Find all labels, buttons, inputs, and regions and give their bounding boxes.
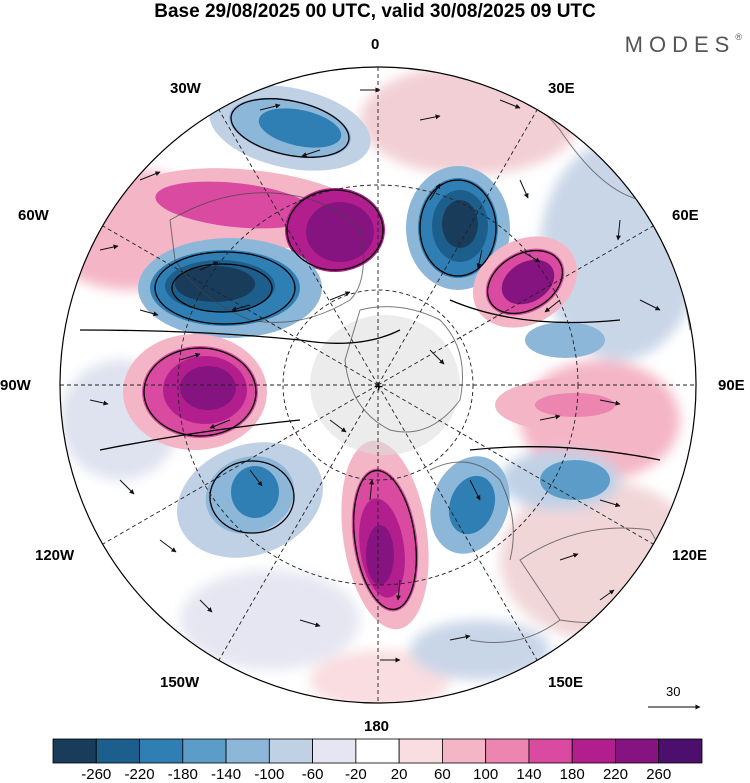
label-lon-0: 0: [371, 36, 380, 53]
label-lon-60e: 60E: [672, 207, 699, 224]
colorbar-tick-label: 60: [434, 766, 451, 783]
label-lon-120w: 120W: [35, 547, 75, 564]
pink-band-60w: [130, 168, 385, 272]
vector-scale-label: 30: [666, 684, 681, 699]
colorbar-swatch: [52, 738, 97, 764]
colorbar-tick-label: -260: [81, 766, 112, 783]
registered-mark: ®: [735, 32, 742, 42]
anomaly-field: +: [60, 67, 696, 703]
colorbar-tick-label: 180: [559, 766, 585, 783]
label-lon-120e: 120E: [672, 547, 708, 564]
blue-anomaly-120w: [177, 442, 323, 558]
contours: [79, 98, 661, 611]
colorbar-tick-label: -20: [345, 766, 367, 783]
label-lon-30w: 30W: [170, 80, 201, 97]
colorbar-tick-label: 100: [473, 766, 499, 783]
colorbar-tick-label: -140: [211, 766, 242, 783]
colorbar-swatch: [225, 738, 270, 764]
magenta-anomaly-90w: [123, 334, 267, 450]
colorbar-tick-label: -180: [167, 766, 198, 783]
label-lon-30e: 30E: [548, 80, 575, 97]
magenta-anomaly-180: [341, 440, 429, 630]
wind-vectors: [89, 87, 661, 663]
modes-logo: MODES®: [625, 32, 742, 58]
colorbar-swatch: [95, 738, 140, 764]
colorbar-tick-label: 20: [390, 766, 408, 783]
map-border: [59, 66, 697, 704]
colorbar-tick-label: -220: [124, 766, 155, 783]
brand-name: MODES: [624, 32, 736, 57]
pink-anomaly-90e: [495, 377, 665, 433]
colorbar-tick-label: 140: [516, 766, 542, 783]
colorbar-tick-label: -60: [301, 766, 324, 783]
colorbar-swatch: [182, 738, 227, 764]
colorbar-swatch: [139, 738, 184, 764]
pole-marker: +: [374, 379, 383, 396]
colorbar-tick-label: 260: [646, 766, 672, 783]
colorbar-swatch: [528, 738, 573, 764]
label-lon-180: 180: [364, 718, 390, 735]
colorbar-swatch: [571, 738, 616, 764]
label-lon-150w: 150W: [160, 674, 200, 691]
colorbar-swatch: [441, 738, 487, 764]
colorbar-swatch: [658, 738, 703, 764]
colorbar-tick-label: -100: [254, 766, 285, 783]
blue-anomaly-north: [209, 85, 371, 171]
colorbar: [52, 738, 703, 764]
label-lon-90w: 90W: [0, 377, 31, 394]
colorbar-swatch: [615, 738, 660, 764]
colorbar-tick-label: 220: [602, 766, 628, 783]
blue-anomaly-150e: [430, 456, 610, 554]
chart-title: Base 29/08/2025 00 UTC, valid 30/08/2025…: [154, 1, 596, 22]
label-lon-150e: 150E: [548, 674, 584, 691]
label-lon-90e: 90E: [718, 377, 745, 394]
colorbar-swatch: [312, 738, 357, 764]
label-lon-60w: 60W: [18, 207, 49, 224]
colorbar-swatch: [355, 738, 400, 764]
colorbar-swatch: [485, 738, 530, 764]
graticule: [60, 67, 696, 703]
colorbar-swatch: [268, 738, 314, 764]
magenta-anomaly-60e: [472, 236, 578, 328]
colorbar-swatch: [398, 738, 443, 764]
